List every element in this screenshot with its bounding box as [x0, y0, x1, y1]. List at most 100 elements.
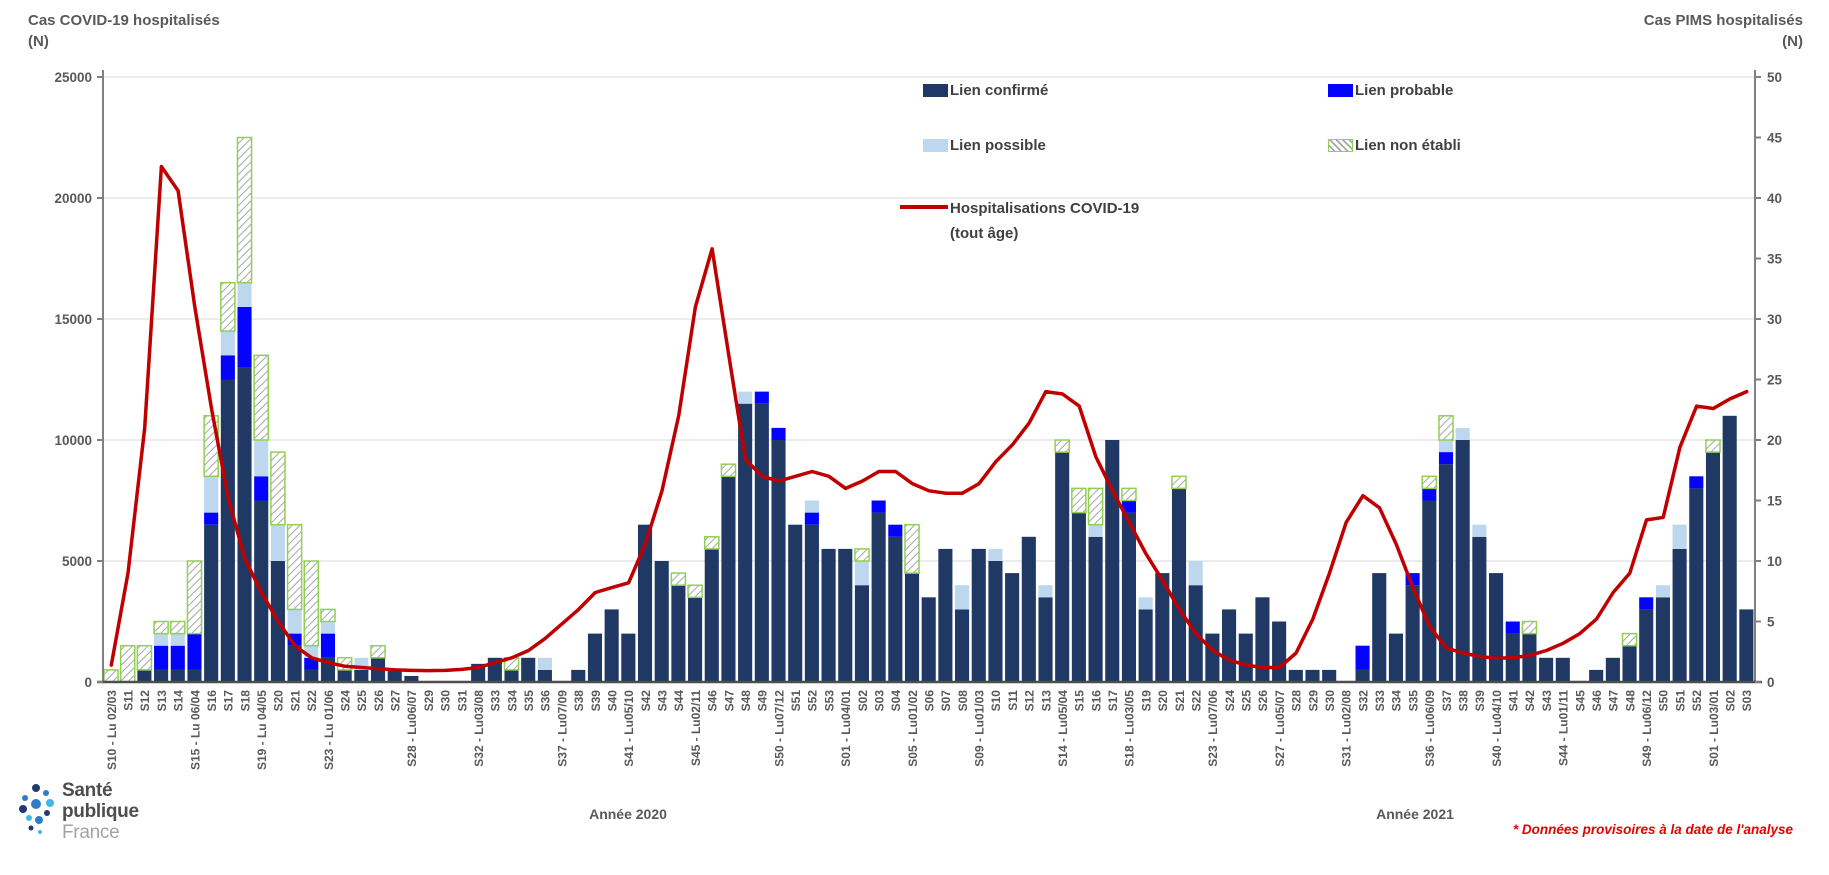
- bar-confirmed: [838, 548, 853, 682]
- x-tick-label: S10 - Lu 02/03: [105, 690, 119, 770]
- legend-label: Hospitalisations COVID-19 (tout âge): [950, 200, 1140, 242]
- x-tick-label: S49 - Lu06/12: [1640, 690, 1654, 767]
- x-tick-label: S36: [539, 690, 553, 712]
- bar-probable: [204, 512, 219, 525]
- left-axis-ticks: 0 5000 10000 15000 20000 25000: [54, 70, 103, 690]
- bar-probable: [320, 633, 336, 658]
- confirmed-swatch-icon: [923, 84, 948, 97]
- bar-confirmed: [170, 669, 185, 682]
- x-tick-label: S32 - Lu03/08: [472, 690, 486, 767]
- bar-not-established: [1521, 620, 1538, 635]
- bar-not-established: [1171, 475, 1187, 490]
- x-tick-label: S13: [1039, 690, 1053, 712]
- bar-possible: [204, 476, 219, 513]
- bar-possible: [955, 585, 970, 610]
- x-tick-label: S44 - Lu01/11: [1557, 690, 1571, 766]
- right-axis-tick-label: 50: [1767, 70, 1782, 85]
- bar-confirmed: [1055, 452, 1070, 682]
- x-tick-label: S17: [1106, 690, 1120, 712]
- x-tick-label: S43: [656, 690, 670, 712]
- bar-not-established: [303, 560, 320, 647]
- bar-probable: [187, 633, 202, 670]
- bar-confirmed: [1539, 657, 1554, 682]
- x-tick-label: S42: [639, 690, 653, 712]
- bar-probable: [888, 524, 903, 537]
- covid-line-swatch-icon: [900, 205, 948, 209]
- legend-item-possible: Lien possible: [923, 137, 1046, 154]
- x-tick-label: S41 - Lu05/10: [622, 690, 636, 767]
- bar-confirmed: [1422, 500, 1437, 682]
- x-tick-label: S45 - Lu02/11: [689, 690, 703, 766]
- x-tick-label: S03: [872, 690, 886, 712]
- bar-probable: [170, 645, 185, 670]
- x-tick-label: S36 - Lu06/09: [1423, 690, 1437, 767]
- x-tick-label: S25: [1240, 690, 1254, 712]
- bar-confirmed: [688, 597, 703, 682]
- bar-confirmed: [888, 536, 903, 682]
- covid-hospitalisations-line: [109, 164, 1749, 673]
- bar-not-established: [687, 584, 703, 599]
- right-axis-tick-label: 0: [1767, 675, 1775, 690]
- bar-probable: [154, 645, 169, 670]
- bar-not-established: [720, 463, 737, 478]
- axes: [97, 70, 1762, 684]
- bar-confirmed: [1405, 585, 1420, 682]
- right-axis-tick-label: 5: [1767, 615, 1775, 630]
- x-tick-label: S50 - Lu07/12: [772, 690, 786, 767]
- sante-publique-france-logo: Santé publique France: [16, 780, 139, 843]
- x-tick-label: S22: [305, 690, 319, 712]
- x-tick-label: S30: [439, 690, 453, 712]
- bar-probable: [254, 476, 269, 501]
- x-tick-label: S25: [355, 690, 369, 712]
- bar-possible: [220, 331, 235, 356]
- x-tick-label: S03: [1740, 690, 1754, 712]
- bar-confirmed: [654, 561, 669, 682]
- x-tick-label: S18 - Lu03/05: [1123, 690, 1137, 767]
- x-tick-label: S53: [822, 690, 836, 712]
- bar-not-established: [170, 620, 186, 635]
- bar-confirmed: [354, 669, 369, 682]
- bar-confirmed: [621, 633, 636, 682]
- bar-confirmed: [604, 609, 619, 682]
- left-axis-tick-label: 25000: [54, 70, 92, 85]
- legend-item-not-established: Lien non établi: [1328, 137, 1461, 154]
- x-tick-label: S31: [455, 690, 469, 712]
- legend-label: Lien confirmé: [950, 82, 1049, 99]
- bar-probable: [754, 391, 769, 404]
- bar-confirmed: [1472, 536, 1487, 682]
- bars: [103, 136, 1754, 683]
- bar-confirmed: [804, 524, 819, 682]
- x-tick-label: S11: [1006, 690, 1020, 711]
- left-axis-tick-label: 0: [84, 675, 92, 690]
- right-axis-tick-label: 25: [1767, 373, 1783, 388]
- x-tick-label: S45: [1573, 690, 1587, 712]
- x-tick-label: S10: [989, 690, 1003, 712]
- bar-confirmed: [854, 585, 869, 682]
- bar-possible: [1472, 524, 1487, 537]
- bar-possible: [1188, 561, 1203, 586]
- bar-possible: [988, 548, 1003, 561]
- bar-confirmed: [871, 512, 886, 682]
- gridlines: [103, 76, 1755, 562]
- x-tick-label: S08: [956, 690, 970, 712]
- x-tick-label: S13: [155, 690, 169, 712]
- bar-confirmed: [137, 669, 152, 682]
- bar-possible: [237, 282, 252, 307]
- legend-item-covid-line: Hospitalisations COVID-19 (tout âge): [900, 196, 1139, 246]
- x-tick-label: S41: [1507, 690, 1521, 712]
- x-tick-label: S21: [288, 690, 302, 712]
- bar-possible: [1038, 585, 1053, 598]
- right-axis-tick-label: 30: [1767, 312, 1782, 327]
- bar-not-established: [119, 644, 136, 683]
- bar-confirmed: [1322, 669, 1337, 682]
- bar-not-established: [186, 560, 203, 635]
- bar-confirmed: [1288, 669, 1303, 682]
- bar-confirmed: [287, 645, 302, 682]
- bar-confirmed: [1522, 633, 1537, 682]
- x-tick-label: S51: [789, 690, 803, 712]
- legend-item-probable: Lien probable: [1328, 82, 1453, 99]
- bar-possible: [254, 440, 269, 477]
- legend-item-confirmed: Lien confirmé: [923, 82, 1048, 99]
- x-tick-label: S12: [138, 690, 152, 712]
- x-tick-label: S20: [272, 690, 286, 712]
